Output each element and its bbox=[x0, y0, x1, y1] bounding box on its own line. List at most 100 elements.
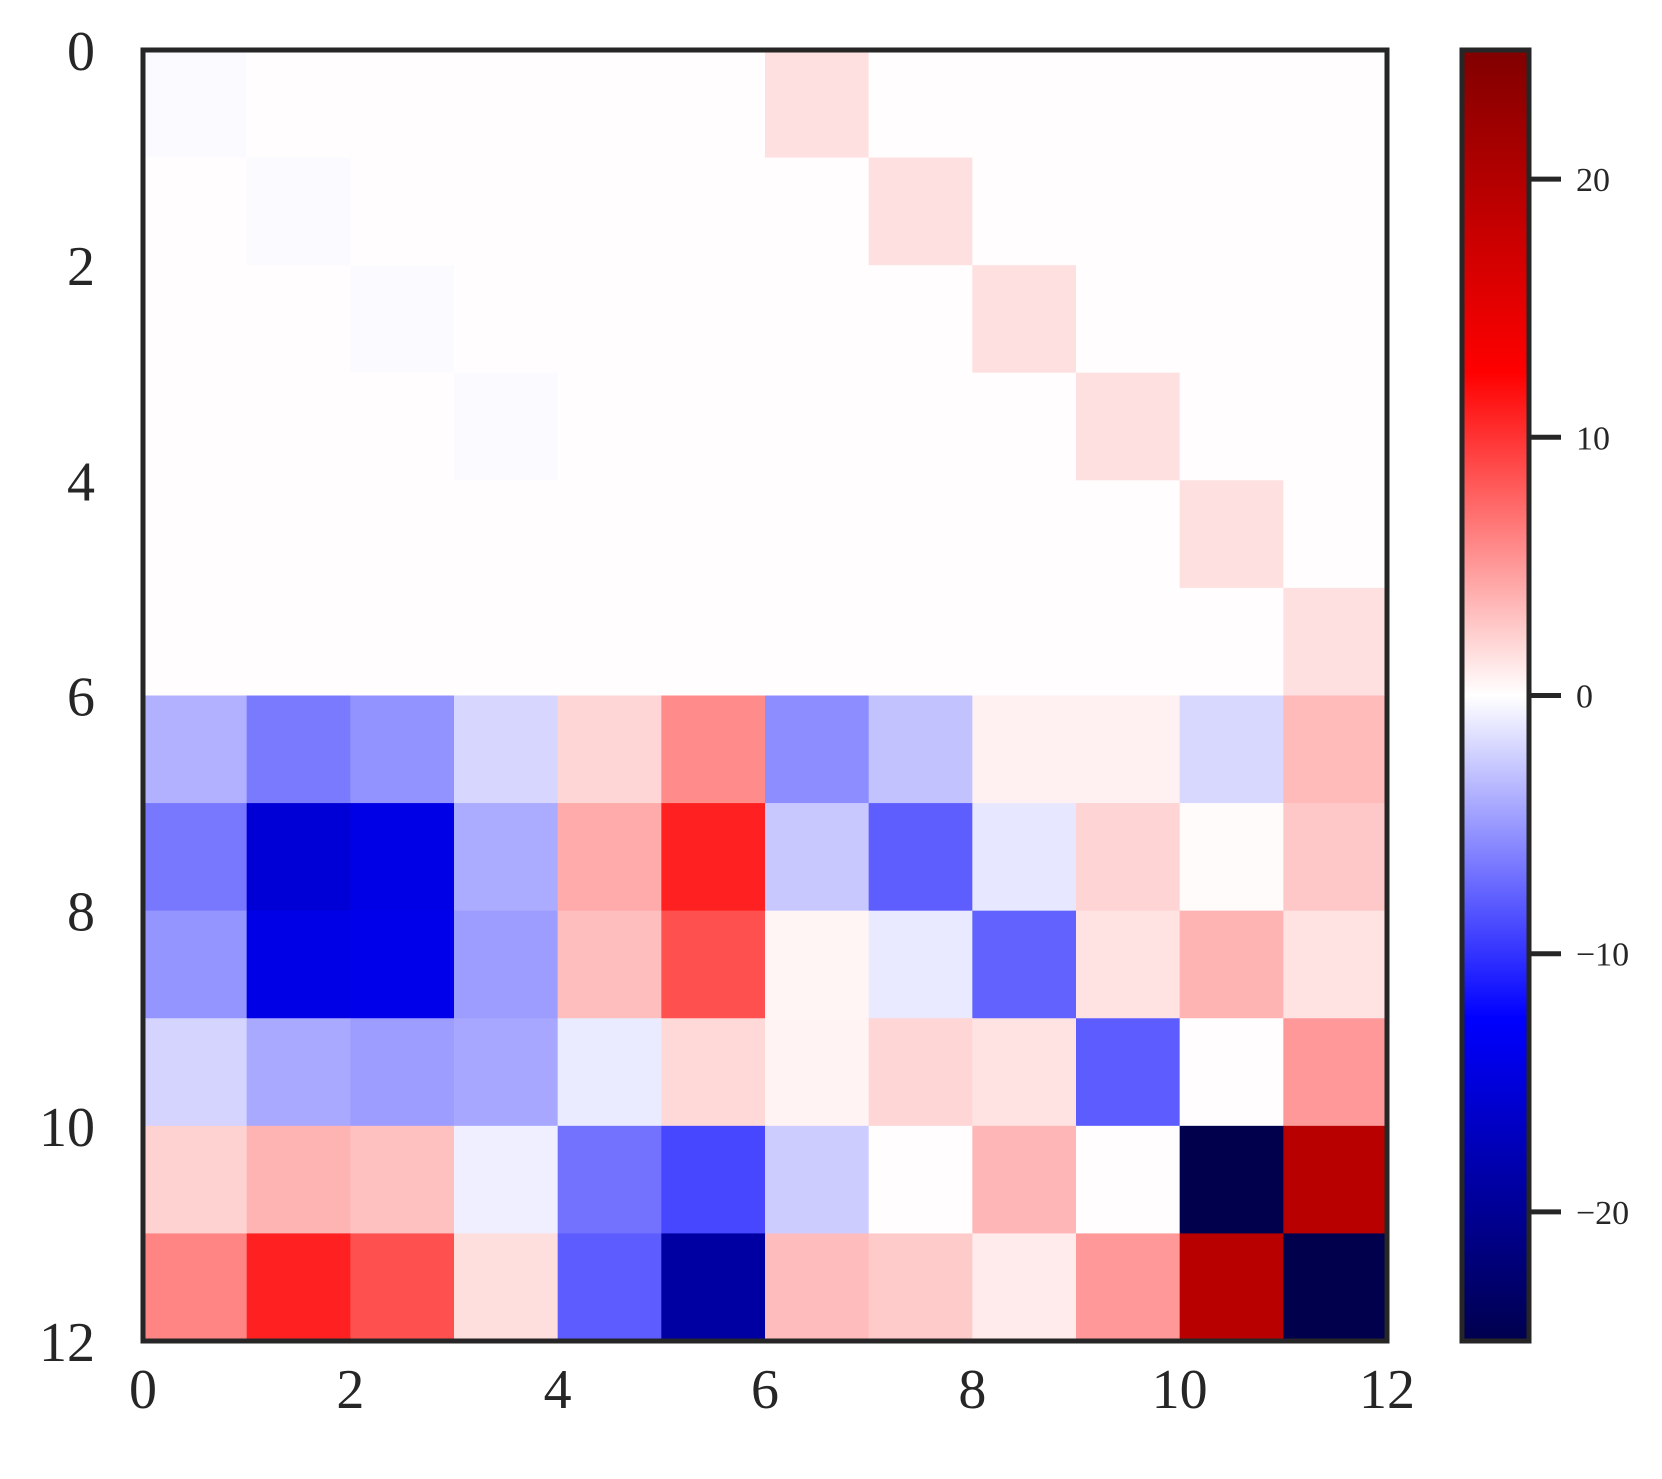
y-tick-label: 12 bbox=[39, 1312, 95, 1374]
y-tick-label: 6 bbox=[67, 667, 95, 729]
x-tick-label: 12 bbox=[1359, 1359, 1415, 1421]
heatmap-cell bbox=[1179, 1018, 1284, 1127]
heatmap-cell bbox=[143, 265, 248, 374]
heatmap-cell bbox=[557, 803, 662, 912]
heatmap-cell bbox=[454, 1233, 559, 1342]
heatmap-cell bbox=[661, 1018, 766, 1127]
heatmap-cell bbox=[557, 910, 662, 1019]
heatmap-cell bbox=[1076, 910, 1181, 1019]
heatmap-cell bbox=[1283, 265, 1388, 374]
heatmap-cell bbox=[1179, 803, 1284, 912]
heatmap-cell bbox=[1283, 587, 1388, 697]
heatmap-cell bbox=[1283, 480, 1388, 589]
heatmap-cell bbox=[1283, 695, 1388, 804]
heatmap-cell bbox=[246, 480, 351, 589]
heatmap-cell bbox=[1179, 1233, 1284, 1342]
heatmap-cell bbox=[868, 265, 973, 374]
heatmap-cell bbox=[557, 157, 662, 266]
heatmap-cell bbox=[350, 372, 455, 481]
heatmap-cell bbox=[972, 1125, 1077, 1235]
heatmap-cell bbox=[143, 910, 248, 1019]
heatmap-cell bbox=[868, 50, 973, 159]
heatmap-cell bbox=[143, 157, 248, 266]
heatmap-cell bbox=[350, 803, 455, 912]
heatmap-cell bbox=[350, 157, 455, 266]
heatmap-cell bbox=[1076, 803, 1181, 912]
heatmap-cell bbox=[350, 1125, 455, 1235]
heatmap-cell bbox=[246, 1233, 351, 1342]
heatmap-cell bbox=[765, 372, 870, 481]
heatmap-cell bbox=[765, 50, 870, 159]
heatmap-cell bbox=[661, 157, 766, 266]
y-tick-label: 0 bbox=[67, 21, 95, 83]
heatmap-cell bbox=[557, 1233, 662, 1342]
heatmap-cell bbox=[557, 1125, 662, 1235]
heatmap-cell bbox=[1076, 265, 1181, 374]
heatmap-cell bbox=[1179, 910, 1284, 1019]
colorbar-tick-label: 0 bbox=[1576, 679, 1593, 716]
heatmap-cell bbox=[868, 157, 973, 266]
heatmap-cell bbox=[350, 265, 455, 374]
heatmap-cell bbox=[1283, 50, 1388, 159]
heatmap-cell bbox=[765, 480, 870, 589]
y-tick-label: 4 bbox=[67, 451, 95, 513]
heatmap-cell bbox=[765, 910, 870, 1019]
heatmap-cell bbox=[246, 157, 351, 266]
heatmap-cell bbox=[143, 480, 248, 589]
heatmap-cell bbox=[661, 1233, 766, 1342]
heatmap-cell bbox=[868, 803, 973, 912]
x-tick-label: 10 bbox=[1152, 1359, 1208, 1421]
heatmap-cell bbox=[661, 480, 766, 589]
x-axis-ticks: 0 2 4 6 8 10 12 bbox=[129, 1359, 1415, 1421]
heatmap-cell bbox=[143, 803, 248, 912]
heatmap-cell bbox=[765, 695, 870, 804]
heatmap-cell bbox=[868, 1125, 973, 1235]
heatmap-cell bbox=[246, 587, 351, 697]
heatmap-cell bbox=[1179, 50, 1284, 159]
x-tick-label: 4 bbox=[544, 1359, 572, 1421]
heatmap-cell bbox=[972, 1233, 1077, 1342]
heatmap-cell bbox=[143, 587, 248, 697]
heatmap-cell bbox=[972, 157, 1077, 266]
heatmap-cell bbox=[1076, 695, 1181, 804]
colorbar bbox=[1459, 47, 1532, 1344]
heatmap-cell bbox=[661, 587, 766, 697]
heatmap-cell bbox=[143, 695, 248, 804]
heatmap-cell bbox=[246, 265, 351, 374]
heatmap-cell bbox=[868, 910, 973, 1019]
heatmap-cell bbox=[557, 1018, 662, 1127]
heatmap-cell bbox=[454, 803, 559, 912]
heatmap-cell bbox=[454, 50, 559, 159]
y-tick-label: 10 bbox=[39, 1097, 95, 1159]
heatmap-cell bbox=[246, 372, 351, 481]
heatmap-cell bbox=[143, 1233, 248, 1342]
heatmap-cell bbox=[1076, 1125, 1181, 1235]
heatmap-cell bbox=[557, 265, 662, 374]
heatmap-cell bbox=[1179, 372, 1284, 481]
heatmap-cell bbox=[350, 587, 455, 697]
heatmap-cell bbox=[1283, 157, 1388, 266]
heatmap-cell bbox=[246, 695, 351, 804]
y-axis-ticks: 0 2 4 6 8 10 12 bbox=[39, 21, 95, 1374]
heatmap-cell bbox=[972, 587, 1077, 697]
heatmap-cell bbox=[350, 50, 455, 159]
colorbar-tick-label: −10 bbox=[1576, 937, 1629, 974]
x-tick-label: 2 bbox=[336, 1359, 364, 1421]
colorbar-ticks: 20 10 0 −10 −20 bbox=[1529, 162, 1629, 1232]
heatmap-cell bbox=[557, 372, 662, 481]
x-tick-label: 0 bbox=[129, 1359, 157, 1421]
heatmap-cell bbox=[1076, 587, 1181, 697]
heatmap-cell bbox=[661, 372, 766, 481]
heatmap-cell bbox=[454, 587, 559, 697]
heatmap-cell bbox=[661, 265, 766, 374]
heatmap-cell bbox=[454, 695, 559, 804]
heatmap-cell bbox=[1076, 1018, 1181, 1127]
heatmap-cell bbox=[1283, 803, 1388, 912]
heatmap-cell bbox=[350, 480, 455, 589]
heatmap-cell bbox=[1076, 372, 1181, 481]
plot-frame bbox=[140, 47, 1390, 1344]
heatmap-cell bbox=[868, 480, 973, 589]
heatmap-cell bbox=[972, 803, 1077, 912]
heatmap-cell bbox=[1283, 1125, 1388, 1235]
